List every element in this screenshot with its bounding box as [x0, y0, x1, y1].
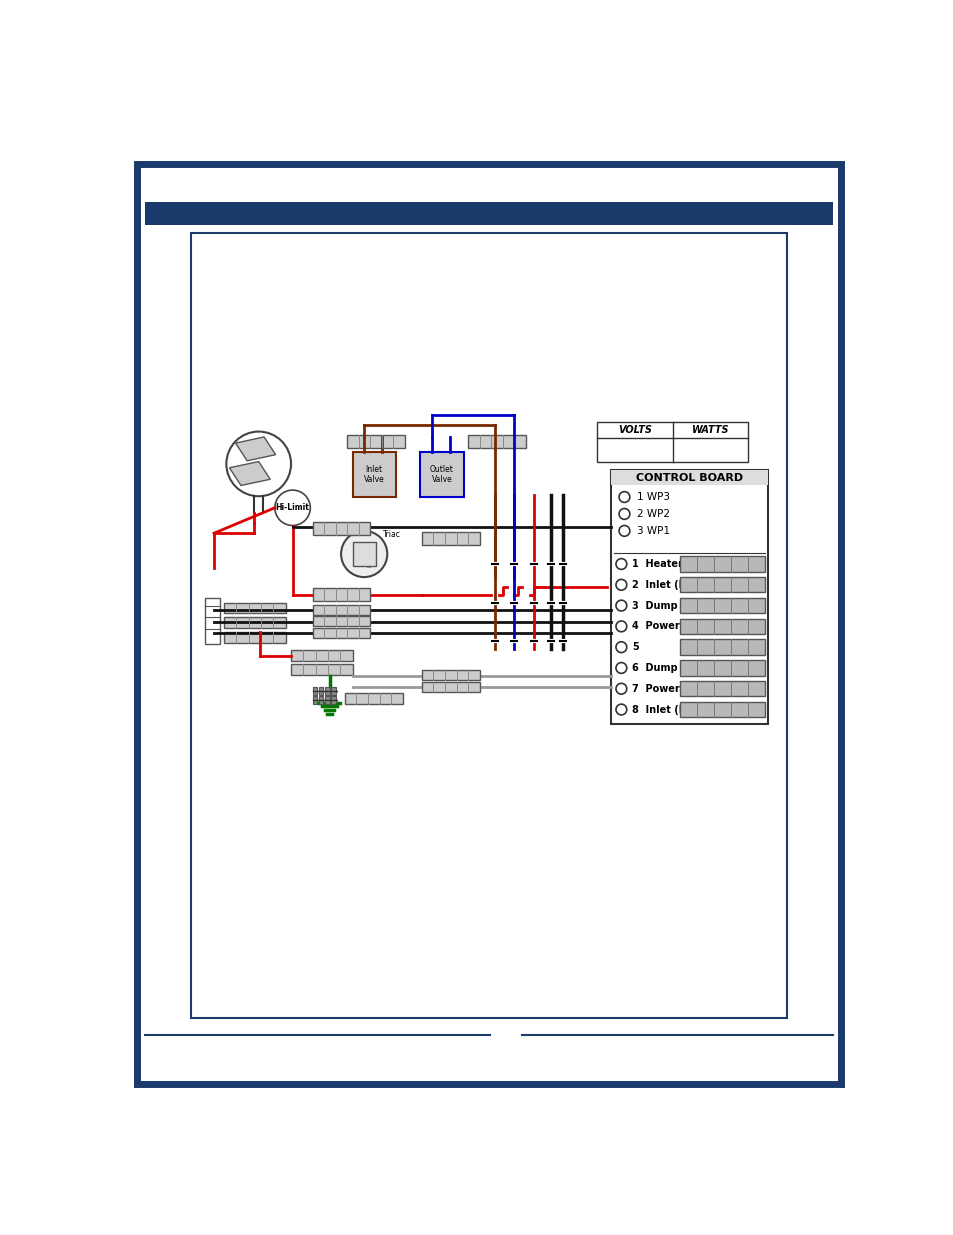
Bar	[325, 697, 329, 704]
Polygon shape	[235, 437, 275, 461]
Bar	[318, 697, 323, 704]
Bar	[291, 664, 353, 674]
Bar	[224, 632, 285, 642]
Bar	[468, 435, 525, 448]
Bar	[145, 203, 832, 225]
Circle shape	[616, 621, 626, 632]
Bar	[325, 687, 329, 695]
Bar	[679, 701, 763, 718]
Text: Line: Line	[368, 553, 373, 567]
Bar	[318, 687, 323, 695]
Text: Load: Load	[358, 540, 363, 556]
Circle shape	[618, 492, 629, 503]
Bar	[679, 619, 763, 634]
Bar	[679, 598, 763, 614]
Bar	[679, 680, 763, 697]
Circle shape	[616, 683, 626, 694]
Circle shape	[618, 509, 629, 520]
Bar	[597, 421, 748, 462]
Text: Hi-Limit: Hi-Limit	[275, 504, 309, 513]
Bar	[353, 542, 375, 566]
Bar	[313, 616, 370, 626]
Circle shape	[341, 531, 387, 577]
Text: 3  Dump (Line): 3 Dump (Line)	[632, 600, 713, 610]
Bar	[679, 577, 763, 593]
Text: 7  Power (Neut): 7 Power (Neut)	[632, 684, 718, 694]
Circle shape	[616, 642, 626, 652]
Circle shape	[616, 558, 626, 569]
Bar	[345, 693, 402, 704]
Bar	[421, 682, 479, 692]
Bar	[347, 435, 405, 448]
Bar	[313, 687, 317, 695]
Text: 1  Heater (Line): 1 Heater (Line)	[632, 559, 718, 569]
Bar	[191, 233, 786, 1019]
Circle shape	[618, 526, 629, 536]
Text: 1 WP3: 1 WP3	[636, 492, 669, 501]
Text: 2  Inlet (Line): 2 Inlet (Line)	[632, 579, 706, 590]
Text: Outlet
Valve: Outlet Valve	[430, 466, 454, 484]
Bar	[421, 531, 479, 545]
Bar	[331, 687, 335, 695]
Text: CONTROL BOARD: CONTROL BOARD	[636, 473, 742, 483]
Bar	[224, 603, 285, 614]
Text: VOLTS: VOLTS	[618, 425, 652, 435]
Text: 4  Power (Hot): 4 Power (Hot)	[632, 621, 711, 631]
Circle shape	[226, 431, 291, 496]
Text: WATTS: WATTS	[691, 425, 729, 435]
Bar	[610, 471, 767, 724]
Bar	[313, 521, 370, 535]
Bar	[331, 697, 335, 704]
Circle shape	[616, 662, 626, 673]
Circle shape	[616, 704, 626, 715]
Circle shape	[616, 579, 626, 590]
Text: 3 WP1: 3 WP1	[636, 526, 669, 536]
Text: 8  Inlet (Neut): 8 Inlet (Neut)	[632, 704, 709, 715]
Text: 6  Dump (Neut): 6 Dump (Neut)	[632, 663, 716, 673]
Text: 2 WP2: 2 WP2	[636, 509, 669, 519]
Circle shape	[616, 600, 626, 611]
Text: Triac: Triac	[382, 530, 400, 540]
Bar	[679, 640, 763, 655]
Bar	[205, 598, 220, 645]
Circle shape	[274, 490, 310, 526]
Text: 5: 5	[632, 642, 639, 652]
Bar	[291, 651, 353, 661]
Bar	[313, 588, 370, 601]
Bar	[679, 556, 763, 572]
Text: Inlet
Valve: Inlet Valve	[363, 466, 384, 484]
Bar	[421, 671, 479, 680]
Bar	[224, 618, 285, 627]
Bar	[313, 627, 370, 638]
Bar	[679, 661, 763, 676]
Bar	[353, 452, 395, 496]
Bar	[610, 471, 767, 485]
Bar	[313, 605, 370, 615]
Bar	[420, 452, 463, 496]
Polygon shape	[229, 462, 270, 485]
Bar	[313, 697, 317, 704]
